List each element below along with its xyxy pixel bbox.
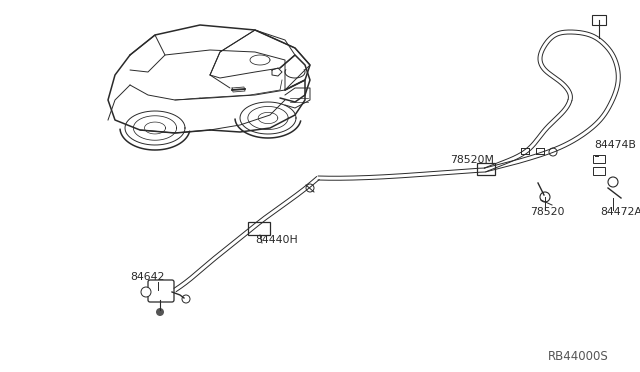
- Text: 78520M: 78520M: [450, 155, 494, 165]
- Circle shape: [540, 192, 550, 202]
- Bar: [592, 15, 606, 25]
- Bar: [593, 155, 605, 163]
- Text: 84472A: 84472A: [600, 207, 640, 217]
- Text: 78520: 78520: [530, 207, 564, 217]
- Text: RB44000S: RB44000S: [548, 350, 609, 363]
- Text: 84642: 84642: [130, 272, 164, 282]
- Circle shape: [141, 287, 151, 297]
- Text: 84440H: 84440H: [255, 235, 298, 245]
- Text: 84474B: 84474B: [594, 140, 636, 150]
- Bar: [593, 167, 605, 175]
- Circle shape: [549, 148, 557, 156]
- Circle shape: [306, 184, 314, 192]
- Bar: [248, 222, 270, 235]
- Circle shape: [156, 308, 164, 316]
- Bar: [477, 163, 495, 175]
- FancyBboxPatch shape: [148, 280, 174, 302]
- Circle shape: [608, 177, 618, 187]
- Circle shape: [182, 295, 190, 303]
